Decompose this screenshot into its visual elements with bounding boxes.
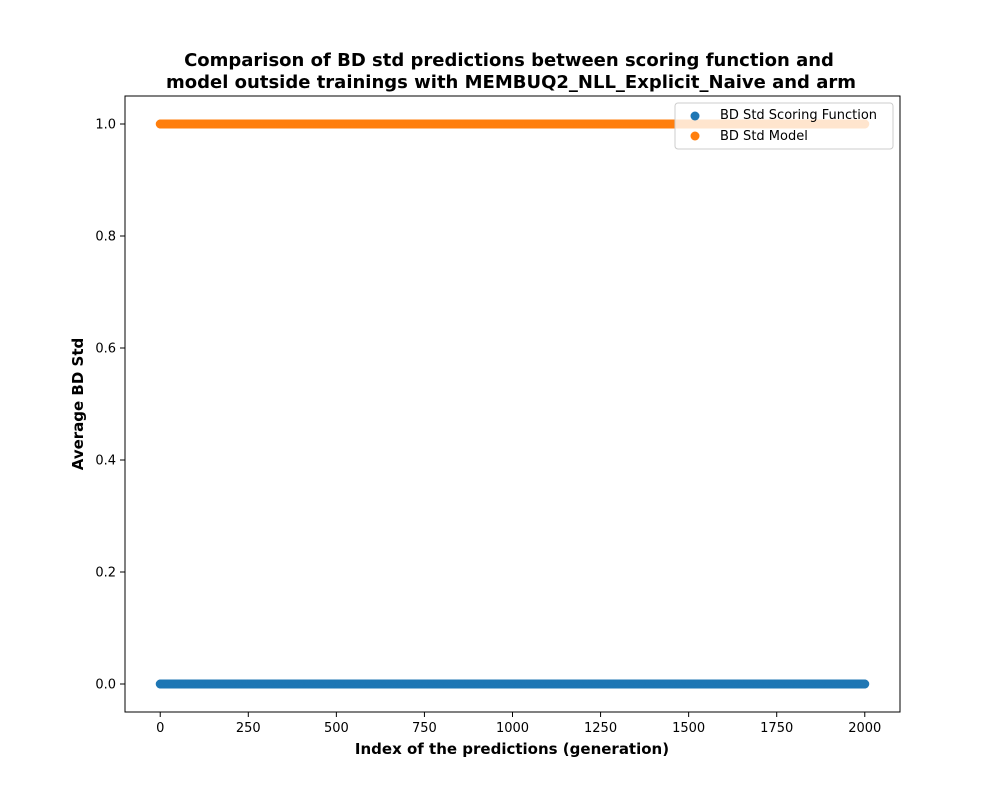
legend-marker-model xyxy=(690,131,700,141)
x-tick-label: 250 xyxy=(236,721,261,736)
x-tick-label: 0 xyxy=(156,721,164,736)
series-0-points xyxy=(155,679,870,689)
x-axis-ticks: 0 250 500 750 1000 1250 1500 1750 2000 xyxy=(156,712,881,736)
legend-marker-scoring-function xyxy=(690,111,700,121)
legend: BD Std Scoring Function BD Std Model xyxy=(674,102,894,150)
chart-title-line-2: model outside trainings with MEMBUQ2_NLL… xyxy=(166,72,856,93)
y-axis-ticks: 0.0 0.2 0.4 0.6 0.8 1.0 xyxy=(95,118,125,693)
y-tick-label: 0.0 xyxy=(95,678,116,693)
x-tick-label: 1500 xyxy=(672,721,705,736)
y-tick-label: 0.8 xyxy=(95,230,116,245)
x-axis-label: Index of the predictions (generation) xyxy=(355,740,669,758)
x-tick-label: 1000 xyxy=(496,721,529,736)
legend-label-model: BD Std Model xyxy=(720,129,808,144)
point xyxy=(860,679,870,689)
y-axis-label: Average BD Std xyxy=(69,338,87,471)
y-tick-label: 0.2 xyxy=(95,566,116,581)
x-tick-label: 1250 xyxy=(584,721,617,736)
x-tick-label: 500 xyxy=(324,721,349,736)
x-tick-label: 750 xyxy=(412,721,437,736)
y-tick-label: 0.4 xyxy=(95,454,116,469)
legend-box xyxy=(674,102,894,150)
legend-label-scoring-function: BD Std Scoring Function xyxy=(720,108,877,123)
points-layer xyxy=(155,119,870,689)
y-tick-label: 0.6 xyxy=(95,342,116,357)
plot-area-frame xyxy=(124,95,901,713)
x-tick-label: 1750 xyxy=(760,721,793,736)
x-tick-label: 2000 xyxy=(848,721,881,736)
y-tick-label: 1.0 xyxy=(95,118,116,133)
chart-title-line-1: Comparison of BD std predictions between… xyxy=(184,50,834,71)
